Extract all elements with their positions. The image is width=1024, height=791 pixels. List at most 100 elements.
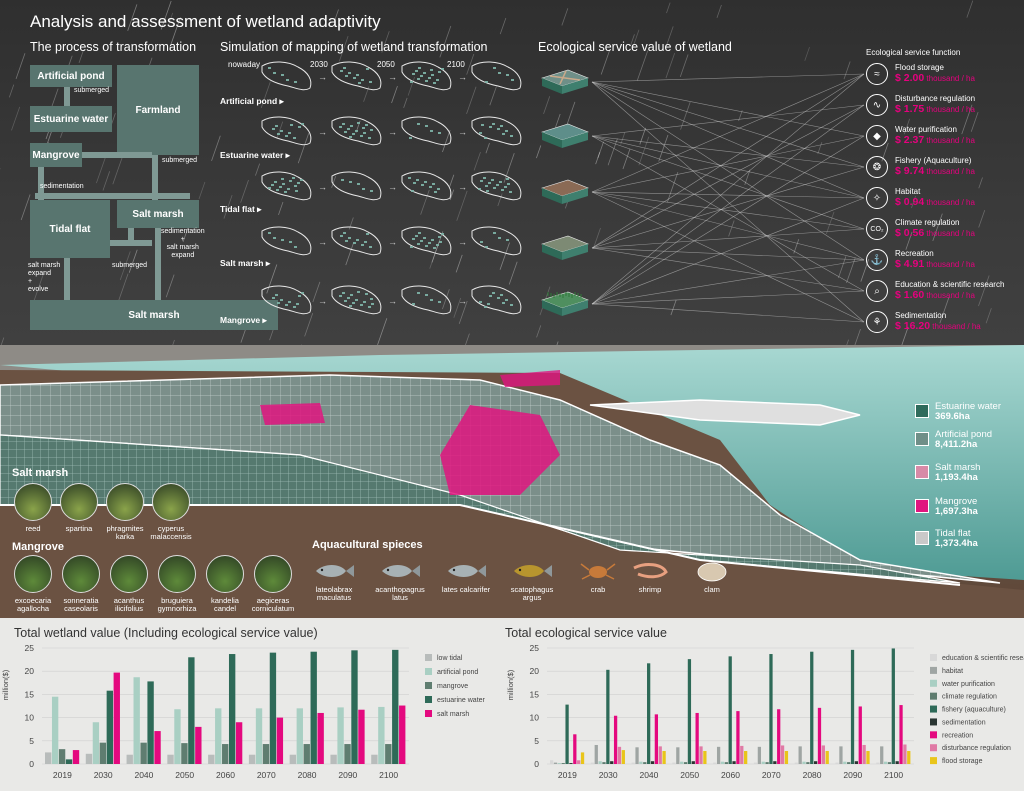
legend-swatch xyxy=(425,668,432,675)
bar xyxy=(753,762,758,764)
bar xyxy=(817,707,822,764)
y-tick-label: 20 xyxy=(530,666,540,676)
bar xyxy=(635,747,639,764)
simulation-map xyxy=(261,285,312,315)
x-tick-label: 2100 xyxy=(379,770,398,780)
legend-value: 369.6ha xyxy=(935,411,970,422)
bar xyxy=(147,681,154,764)
top-panel: Analysis and assessment of wetland adapt… xyxy=(0,0,1024,345)
simulation-heading: Simulation of mapping of wetland transfo… xyxy=(220,40,488,54)
service-value: $ 0.94 thousand / ha xyxy=(895,196,975,208)
bar xyxy=(140,742,147,764)
arrow-icon: → xyxy=(318,296,327,306)
legend-value: 8,411.2ha xyxy=(935,439,978,450)
bar xyxy=(72,750,80,764)
bar xyxy=(51,696,59,764)
flow-arrow xyxy=(82,152,152,158)
bar xyxy=(895,761,899,764)
bar xyxy=(810,651,814,764)
bar xyxy=(802,761,806,764)
bar xyxy=(337,707,344,764)
bar xyxy=(643,762,647,764)
legend-name: Artificial pond xyxy=(935,429,993,440)
boat-icon: ⚓ xyxy=(866,249,888,271)
bar xyxy=(228,654,236,764)
service-item: ⚘ Sedimentation $ 16.20 thousand / ha xyxy=(866,311,1016,337)
bar xyxy=(798,746,802,764)
service-item: ❂ Fishery (Aquaculture) $ 9.74 thousand / … xyxy=(866,156,1016,182)
bar xyxy=(606,669,610,764)
bar xyxy=(907,751,911,764)
aquatic-species-icon xyxy=(382,565,420,577)
x-tick-label: 2040 xyxy=(639,770,658,780)
simulation-map xyxy=(331,116,382,146)
chart-total-wetland: million($) 0 5 10 15 20 25 2019 2030 2040 2050 2060… xyxy=(1,643,486,780)
y-tick-label: 10 xyxy=(530,713,540,723)
bar xyxy=(195,726,202,764)
bar xyxy=(716,746,721,764)
bar xyxy=(887,762,892,764)
x-tick-label: 2080 xyxy=(298,770,317,780)
simulation-map xyxy=(401,116,452,146)
bar xyxy=(876,762,880,764)
drop-icon: ◆ xyxy=(866,125,888,147)
note-sedimentation-salt-marsh: sedimentation + salt marsh expand xyxy=(161,228,205,259)
bar xyxy=(621,750,625,764)
legend-label: climate regulation xyxy=(942,694,997,701)
y-axis-label: million($) xyxy=(1,669,10,700)
bar xyxy=(99,742,107,764)
simulation-map xyxy=(471,61,522,91)
note-submerged: submerged xyxy=(112,262,148,269)
bar xyxy=(594,744,598,764)
aquatic-species-icon xyxy=(514,565,552,577)
bar xyxy=(385,744,392,764)
bar xyxy=(133,677,140,764)
service-name: Water purification xyxy=(895,125,957,134)
salt-marsh-species-title: Salt marsh xyxy=(12,467,69,479)
bar xyxy=(899,705,903,764)
bar xyxy=(174,709,181,764)
ecological-tile xyxy=(541,291,589,316)
bar xyxy=(825,751,829,764)
species-label: reed xyxy=(25,524,41,533)
species-photo xyxy=(106,483,144,521)
bar xyxy=(330,754,337,764)
bar xyxy=(569,763,573,764)
service-value: $ 16.20 thousand / ha xyxy=(895,320,981,332)
perspective-panel: Estuarine water 369.6ha Artificial pond 8,… xyxy=(0,345,1024,618)
bar xyxy=(255,708,263,764)
arrow-icon: → xyxy=(318,72,327,82)
bar xyxy=(310,651,317,764)
year-label: 2100 xyxy=(447,60,465,69)
bar xyxy=(687,659,692,764)
legend-swatch xyxy=(930,731,937,739)
x-tick-label: 2060 xyxy=(216,770,235,780)
bar xyxy=(85,753,93,764)
ecological-tile xyxy=(541,235,589,260)
mangrove-species-title: Mangrove xyxy=(12,541,64,553)
bar xyxy=(699,746,703,764)
chart-ecological-service: million($) 0 5 10 15 20 25 2019 2030 2040 2050 2060… xyxy=(506,643,1024,780)
bar xyxy=(880,746,884,764)
bird-icon: ✧ xyxy=(866,187,888,209)
bar xyxy=(703,751,707,764)
legend-swatch xyxy=(930,757,937,765)
y-tick-label: 0 xyxy=(534,759,539,769)
y-tick-label: 5 xyxy=(534,736,539,746)
species-photo xyxy=(158,555,196,593)
legend-swatch xyxy=(425,654,432,661)
co2-icon: CO₂ xyxy=(866,218,888,240)
service-value: $ 1.75 thousand / ha xyxy=(895,103,975,115)
bar xyxy=(610,761,614,764)
bar xyxy=(676,747,680,764)
legend-swatch xyxy=(930,666,937,674)
bar xyxy=(883,761,888,764)
service-item: ⚓ Recreation $ 4.91 thousand / ha xyxy=(866,249,1016,275)
bar xyxy=(736,711,740,764)
species-label: acanthus ilicifolius xyxy=(113,596,145,613)
box-mangrove: Mangrove xyxy=(30,143,82,167)
species-photo xyxy=(62,555,100,593)
bar xyxy=(691,761,695,764)
service-item: ≈ Flood storage $ 2.00 thousand / ha xyxy=(866,63,1016,89)
arrow-icon: → xyxy=(458,72,467,82)
